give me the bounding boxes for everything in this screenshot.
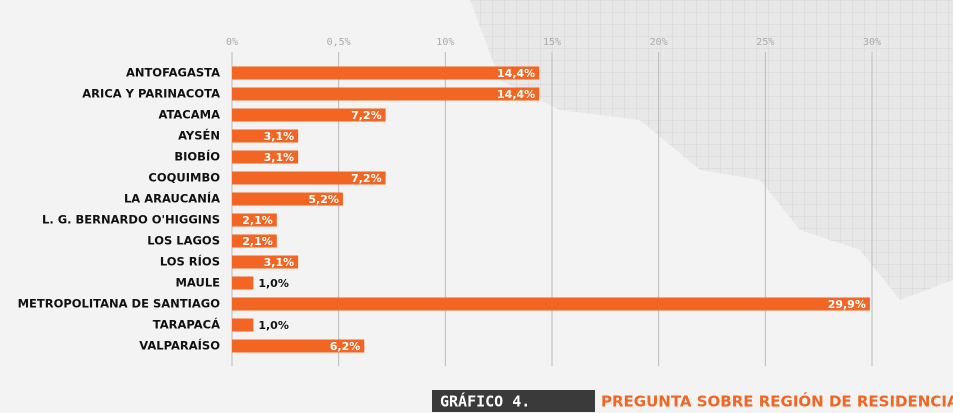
x-tick-label: 25%	[756, 37, 774, 48]
bar	[232, 318, 254, 332]
value-label: 14,4%	[497, 67, 535, 80]
bar	[232, 66, 540, 80]
bar	[232, 339, 365, 353]
category-label: ARICA Y PARINACOTA	[82, 87, 220, 101]
value-label: 1,0%	[258, 319, 289, 332]
category-label: L. G. BERNARDO O'HIGGINS	[42, 213, 220, 227]
bar	[232, 192, 343, 206]
x-tick-label: 10%	[436, 37, 454, 48]
grid-paper	[470, 0, 953, 300]
category-label: AYSÉN	[178, 128, 220, 143]
x-tick-label: 20%	[650, 37, 668, 48]
bar	[232, 297, 870, 311]
x-tick-label: 0,5%	[327, 37, 351, 48]
value-label: 2,1%	[242, 214, 273, 227]
bar	[232, 171, 386, 185]
bar	[232, 255, 299, 269]
category-label: LOS LAGOS	[147, 234, 220, 248]
category-label: ATACAMA	[158, 108, 220, 122]
x-tick-label: 30%	[863, 37, 881, 48]
caption-label: GRÁFICO 4.	[440, 392, 530, 411]
category-label: ANTOFAGASTA	[126, 66, 220, 80]
value-label: 7,2%	[351, 109, 382, 122]
x-tick-label: 0%	[226, 37, 238, 48]
bar	[232, 108, 386, 122]
x-tick-label: 15%	[543, 37, 561, 48]
value-label: 3,1%	[264, 256, 295, 269]
category-label: TARAPACÁ	[153, 317, 220, 332]
bar	[232, 213, 277, 227]
value-label: 7,2%	[351, 172, 382, 185]
value-label: 29,9%	[828, 298, 866, 311]
value-label: 3,1%	[264, 130, 295, 143]
category-label: LOS RÍOS	[160, 254, 220, 269]
bar	[232, 87, 540, 101]
bar	[232, 150, 299, 164]
category-label: MAULE	[175, 276, 220, 290]
value-label: 1,0%	[258, 277, 289, 290]
bar	[232, 234, 277, 248]
category-label: COQUIMBO	[148, 171, 220, 185]
category-label: LA ARAUCANÍA	[124, 191, 220, 206]
value-label: 6,2%	[330, 340, 361, 353]
bar	[232, 276, 254, 290]
value-label: 14,4%	[497, 88, 535, 101]
category-label: VALPARAÍSO	[139, 338, 220, 353]
value-label: 2,1%	[242, 235, 273, 248]
caption-box	[432, 390, 595, 412]
value-label: 3,1%	[264, 151, 295, 164]
category-label: BIOBÍO	[174, 149, 220, 164]
value-label: 5,2%	[308, 193, 339, 206]
caption: PREGUNTA SOBRE REGIÓN DE RESIDENCIA.	[601, 392, 953, 411]
category-label: METROPOLITANA DE SANTIAGO	[18, 297, 221, 311]
bar	[232, 129, 299, 143]
